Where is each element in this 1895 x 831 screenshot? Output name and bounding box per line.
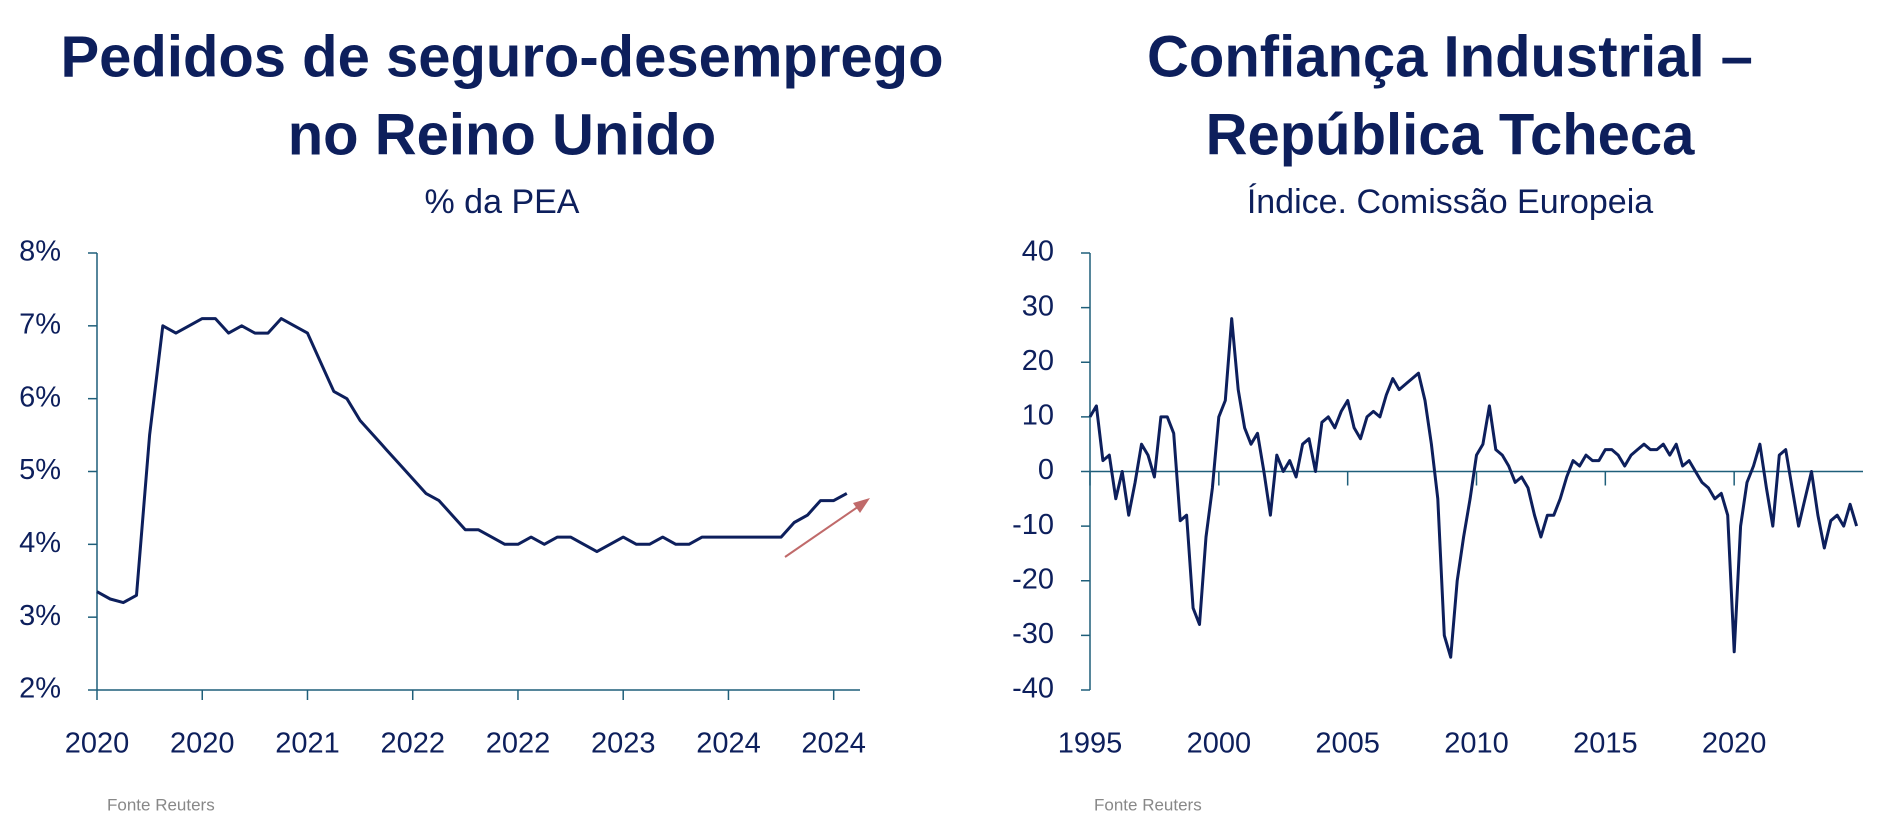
y-tick-label: 6% — [19, 381, 61, 413]
x-tick-label: 1995 — [1058, 728, 1123, 760]
chart-title: Confiança Industrial – — [1147, 24, 1753, 89]
x-tick-label: 2020 — [170, 728, 235, 760]
trend-arrow-head — [853, 498, 870, 513]
data-line — [1088, 317, 1859, 659]
data-line — [96, 317, 848, 605]
y-tick-label: 20 — [1022, 345, 1054, 377]
y-tick-label: -40 — [1012, 673, 1054, 705]
source: Fonte Reuters — [107, 795, 215, 814]
x-tick-label: 2000 — [1187, 728, 1252, 760]
y-tick-label: 0 — [1038, 454, 1054, 486]
x-tick-label: 2024 — [801, 728, 866, 760]
x-tick-label: 2020 — [65, 728, 130, 760]
y-tick-label: -30 — [1012, 618, 1054, 650]
x-tick-label: 2020 — [1702, 728, 1767, 760]
y-tick-label: -10 — [1012, 509, 1054, 541]
x-tick-label: 2024 — [696, 728, 761, 760]
chart-subtitle: % da PEA — [425, 183, 580, 221]
x-tick-label: 2015 — [1573, 728, 1638, 760]
y-tick-label: 10 — [1022, 400, 1054, 432]
y-tick-label: 4% — [19, 527, 61, 559]
y-tick-label: 5% — [19, 454, 61, 486]
x-tick-label: 2023 — [591, 728, 656, 760]
y-tick-label: 3% — [19, 600, 61, 632]
y-tick-label: 8% — [19, 236, 61, 268]
chart-title: República Tcheca — [1206, 102, 1696, 167]
chart-subtitle: Índice. Comissão Europeia — [1247, 183, 1653, 221]
trend-arrow — [784, 501, 866, 558]
x-tick-label: 2010 — [1444, 728, 1509, 760]
x-tick-label: 2022 — [486, 728, 551, 760]
chart-title: no Reino Unido — [288, 102, 717, 167]
source: Fonte Reuters — [1094, 795, 1202, 814]
y-tick-label: 7% — [19, 308, 61, 340]
x-tick-label: 2022 — [380, 728, 445, 760]
y-tick-label: 40 — [1022, 236, 1054, 268]
x-tick-label: 2021 — [275, 728, 340, 760]
y-tick-label: 30 — [1022, 290, 1054, 322]
y-tick-label: -20 — [1012, 563, 1054, 595]
x-tick-label: 2005 — [1315, 728, 1380, 760]
chart-title: Pedidos de seguro-desemprego — [60, 24, 943, 89]
y-tick-label: 2% — [19, 673, 61, 705]
